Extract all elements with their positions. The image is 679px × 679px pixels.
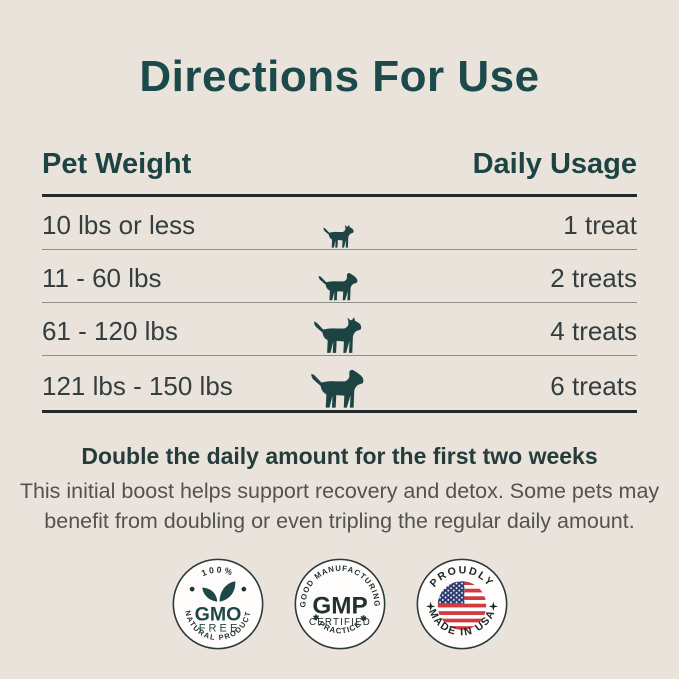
badge-gmp-certified: GOOD MANUFACTURING GMP CERTIFIED ✱ PRACT… (293, 557, 387, 651)
note-heading: Double the daily amount for the first tw… (81, 443, 598, 469)
note-body: This initial boost helps support recover… (0, 477, 679, 536)
daily-usage-value: 4 treats (550, 316, 637, 346)
table-row: 11 - 60 lbs 2 treats (42, 250, 637, 303)
directions-table: Pet Weight Daily Usage 10 lbs or less 1 … (42, 148, 637, 413)
dog-icon (309, 367, 371, 410)
pet-weight-value: 61 - 120 lbs (42, 316, 178, 346)
table-row: 10 lbs or less 1 treat (42, 197, 637, 250)
us-flag-icon (437, 581, 486, 631)
daily-usage-value: 6 treats (550, 371, 637, 401)
star-icon (425, 601, 435, 612)
badge-made-in-usa: PROUDLY (415, 557, 509, 651)
dog-icon (312, 316, 368, 355)
badges-row: 100% GMO FREE NATURAL PRODUCT (0, 557, 679, 651)
table-header-row: Pet Weight Daily Usage (42, 148, 637, 197)
dot-icon (189, 587, 194, 592)
table-row: 61 - 120 lbs 4 treats (42, 303, 637, 356)
badge-name-text: GMO (194, 604, 241, 626)
badge-circle (172, 558, 263, 650)
leaf-icon (201, 581, 235, 602)
column-header-pet-weight: Pet Weight (42, 148, 192, 180)
pet-weight-value: 11 - 60 lbs (42, 263, 162, 293)
badge-name-text: GMP (312, 593, 367, 620)
badge-gmo-free: 100% GMO FREE NATURAL PRODUCT (171, 557, 265, 651)
star-icon (488, 601, 498, 612)
daily-usage-value: 1 treat (563, 210, 637, 240)
table-row: 121 lbs - 150 lbs 6 treats (42, 356, 637, 413)
note-body-line: This initial boost helps support recover… (19, 479, 660, 503)
pet-weight-value: 121 lbs - 150 lbs (42, 371, 233, 401)
badge-circle (294, 558, 385, 650)
page-title: Directions For Use (139, 52, 540, 101)
dog-icon (322, 224, 358, 249)
badge-sub-text: CERTIFIED (308, 617, 370, 628)
daily-usage-value: 2 treats (550, 263, 637, 293)
dog-icon (317, 271, 363, 302)
column-header-daily-usage: Daily Usage (472, 148, 637, 180)
note-body-line: benefit from doubling or even tripling t… (44, 508, 635, 533)
dot-icon (241, 587, 246, 592)
pet-weight-value: 10 lbs or less (42, 210, 196, 240)
badge-sub-text: FREE (198, 623, 240, 635)
